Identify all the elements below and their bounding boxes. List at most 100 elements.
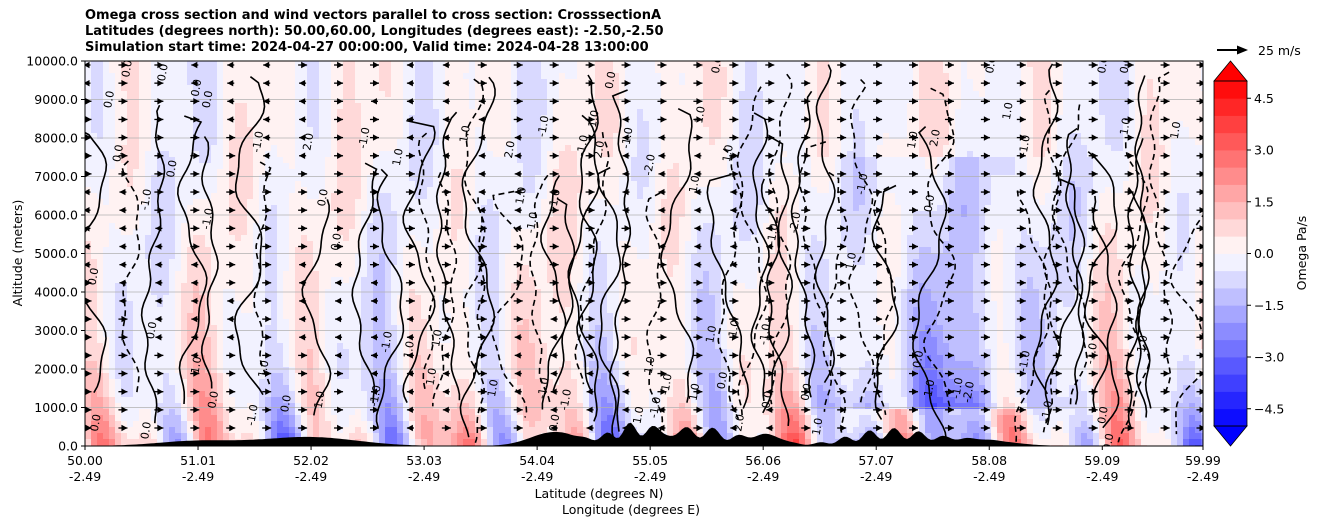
wind-vector-arrow: [1052, 188, 1062, 196]
wind-vector-arrow: [693, 352, 703, 359]
wind-vector-arrow: [801, 334, 811, 341]
colorbar-segment: [1214, 270, 1247, 289]
wind-vector-arrow: [298, 207, 308, 214]
wind-vector-arrow: [980, 79, 990, 87]
wind-vector-arrow: [262, 424, 272, 432]
contour-label: -1.0: [949, 376, 966, 399]
wind-vector-arrow: [263, 152, 271, 159]
wind-vector-arrow: [586, 424, 594, 432]
wind-vector-arrow: [944, 424, 954, 432]
wind-vector-arrow: [585, 297, 595, 305]
wind-vector-arrow: [622, 170, 630, 178]
wind-vector-arrow: [478, 98, 486, 105]
wind-vector-arrow: [693, 334, 703, 341]
wind-vector-arrow: [1196, 334, 1203, 341]
wind-vector-arrow: [1160, 388, 1170, 395]
wind-vector-arrow: [477, 388, 487, 395]
wind-vector-arrow: [477, 297, 487, 305]
contour-line: [552, 197, 576, 391]
wind-vector-arrow: [837, 243, 847, 250]
wind-vector-arrow: [873, 79, 883, 87]
wind-vector-arrow: [1196, 243, 1203, 250]
colorbar-segment: [1214, 167, 1247, 185]
contour-line: [176, 115, 208, 405]
wind-vector-arrow: [299, 315, 307, 323]
wind-vector-arrow: [369, 116, 379, 123]
y-axis: 0.0 1000.0 2000.0 3000.0 4000.0 5000.0 6000.0 7…: [26, 54, 85, 454]
contour-label: 1.0: [390, 147, 406, 166]
contour-line: [576, 74, 599, 394]
wind-vector-arrow: [585, 61, 595, 69]
wind-vector-arrow: [513, 424, 523, 432]
wind-vector-arrow: [837, 406, 847, 414]
wind-vector-arrow: [729, 170, 739, 178]
wind-vector-arrow: [730, 207, 738, 214]
contour-label: 1.0: [810, 417, 826, 436]
wind-vector-arrow: [980, 261, 990, 268]
wind-vector-arrow: [657, 388, 667, 395]
wind-vector-arrow: [154, 352, 164, 359]
wind-vector-arrow: [227, 116, 235, 123]
wind-vector-arrow: [190, 152, 200, 159]
wind-vector-arrow: [909, 352, 919, 359]
wind-vector-arrow: [765, 152, 775, 159]
x-tick-label-lon: -2.49: [747, 469, 779, 484]
wind-vector-arrow: [658, 152, 666, 159]
contour-label: 1.0: [188, 355, 204, 374]
contour-line: [750, 112, 770, 401]
wind-vector-arrow: [369, 424, 379, 432]
colorbar-segment: [1214, 98, 1247, 116]
contour-line: [790, 90, 816, 398]
wind-vector-arrow: [334, 406, 344, 414]
wind-vector-arrow: [85, 315, 92, 323]
wind-vector-arrow: [513, 79, 523, 87]
wind-vector-arrow: [549, 207, 559, 214]
wind-vector-arrow: [944, 315, 954, 323]
contour-line: [351, 162, 378, 404]
contour-label: 0.0: [714, 371, 730, 390]
wind-vector-arrow: [873, 261, 883, 268]
wind-vector-arrow: [873, 315, 883, 323]
wind-vector-arrow: [405, 261, 415, 268]
wind-vector-arrow: [730, 279, 738, 286]
wind-vector-arrow: [837, 424, 847, 432]
wind-vector-arrow: [549, 134, 559, 141]
wind-vector-arrow: [1196, 388, 1203, 395]
wind-vector-arrow: [801, 116, 811, 123]
wind-vector-arrow: [585, 334, 595, 341]
wind-vector-arrow: [621, 315, 631, 323]
wind-vector-arrow: [837, 207, 847, 214]
wind-vector-arrow: [1088, 261, 1098, 268]
wind-vector-arrow: [118, 406, 128, 414]
wind-vector-arrow: [1160, 79, 1170, 87]
wind-vector-arrow: [873, 243, 883, 250]
wind-vector-arrow: [944, 370, 954, 377]
wind-vector-arrow: [190, 243, 200, 250]
wind-vector-arrow: [1052, 297, 1062, 305]
x-tick-label-lon: -2.49: [634, 469, 666, 484]
contour-line: [574, 131, 610, 385]
wind-vector-arrow: [85, 297, 92, 305]
wind-vector-arrow: [765, 116, 775, 123]
contour-line: [660, 107, 695, 403]
wind-vector-arrow: [477, 243, 487, 250]
wind-vector-arrow: [801, 352, 811, 359]
wind-vector-arrow: [227, 61, 235, 69]
wind-vector-arrow: [334, 424, 344, 432]
contour-label: 1.0: [905, 130, 921, 149]
wind-vector-arrow: [1016, 424, 1026, 432]
wind-vector-arrow: [1124, 207, 1134, 214]
colorbar-tick-label: 1.5: [1254, 194, 1274, 209]
wind-vector-arrow: [909, 424, 919, 432]
wind-vector-arrow: [980, 334, 990, 341]
wind-vector-arrow: [693, 279, 703, 286]
wind-vector-arrow: [370, 279, 378, 286]
wind-vector-arrow: [658, 134, 666, 141]
wind-vector-arrow: [621, 352, 631, 359]
wind-vector-arrow: [514, 207, 522, 214]
x-tick-label-lon: -2.49: [521, 469, 553, 484]
wind-vector-arrow: [621, 98, 631, 105]
contour-line: [912, 126, 948, 445]
wind-vector-arrow: [980, 406, 990, 414]
wind-vector-arrow: [765, 134, 775, 141]
